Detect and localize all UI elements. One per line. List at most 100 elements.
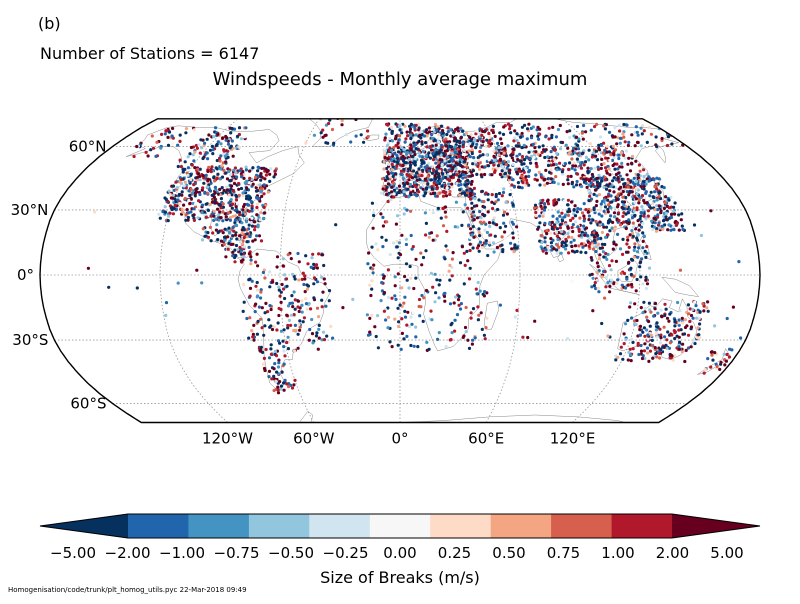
station-marker [264, 301, 268, 305]
station-marker [475, 129, 479, 133]
station-marker [663, 201, 668, 205]
station-marker [180, 190, 184, 194]
station-marker [415, 178, 419, 182]
station-marker [400, 317, 404, 321]
station-marker [655, 321, 659, 325]
station-marker [418, 133, 422, 137]
station-marker [227, 169, 231, 174]
station-marker [405, 130, 409, 134]
station-marker [320, 275, 324, 279]
station-marker [230, 206, 234, 210]
station-marker [661, 227, 665, 231]
station-marker [677, 323, 681, 327]
station-marker [270, 327, 275, 332]
station-marker [472, 192, 477, 196]
station-marker [688, 319, 692, 324]
station-marker [247, 336, 251, 340]
station-marker [656, 213, 660, 217]
station-marker [317, 315, 321, 319]
station-marker [259, 317, 263, 321]
station-marker [320, 298, 324, 302]
station-marker [277, 288, 281, 292]
station-marker [639, 343, 643, 348]
station-marker [158, 216, 162, 220]
station-marker [634, 197, 639, 201]
station-marker [447, 160, 451, 164]
station-marker [641, 124, 645, 128]
station-marker [698, 310, 702, 314]
station-marker [566, 198, 571, 202]
station-marker [648, 324, 652, 328]
station-marker [589, 208, 593, 212]
station-marker [622, 332, 626, 336]
station-marker [472, 218, 476, 222]
station-marker [304, 297, 308, 301]
station-marker [396, 306, 400, 310]
station-marker [463, 160, 467, 164]
station-marker [413, 126, 417, 130]
station-marker [241, 258, 245, 262]
station-marker [407, 178, 411, 182]
station-marker [515, 170, 519, 174]
station-marker [478, 234, 482, 238]
station-marker [570, 235, 574, 240]
station-marker [636, 140, 640, 145]
station-marker [570, 279, 574, 283]
colorbar-tick-label: 0.00 [383, 544, 416, 562]
station-marker [132, 154, 136, 159]
station-marker [470, 179, 474, 184]
station-marker [518, 185, 522, 189]
colorbar-extend-min [40, 514, 128, 538]
station-marker [222, 168, 226, 172]
station-marker [286, 304, 291, 308]
station-marker [512, 250, 516, 254]
station-marker [680, 316, 684, 320]
station-marker [635, 238, 640, 242]
station-marker [531, 125, 535, 129]
station-marker [245, 316, 249, 321]
station-marker [637, 163, 642, 167]
station-marker [612, 281, 616, 285]
station-marker [637, 201, 641, 205]
station-marker [640, 257, 644, 261]
station-marker [277, 313, 281, 318]
station-marker [630, 133, 634, 137]
station-marker [224, 215, 228, 219]
station-marker [444, 215, 448, 219]
station-marker [564, 222, 568, 226]
station-marker [414, 276, 418, 280]
station-marker [709, 365, 713, 369]
lon-label: 120°W [202, 430, 253, 448]
station-marker [390, 345, 394, 349]
station-marker [491, 218, 495, 222]
station-marker [537, 225, 541, 229]
station-count-text: Number of Stations = 6147 [40, 44, 260, 63]
station-marker [423, 181, 427, 185]
station-marker [421, 255, 426, 260]
station-marker [399, 163, 403, 167]
station-marker [406, 187, 410, 191]
station-marker [303, 274, 307, 278]
station-marker [574, 135, 579, 139]
station-marker [206, 208, 210, 212]
station-marker [280, 370, 284, 374]
station-marker [596, 176, 600, 180]
station-marker [261, 217, 266, 221]
station-marker [555, 217, 559, 221]
station-marker [409, 315, 413, 319]
station-marker [305, 287, 309, 291]
station-marker [477, 230, 481, 234]
station-marker [431, 285, 435, 289]
station-marker [436, 160, 441, 164]
station-marker [443, 168, 447, 172]
station-marker [441, 129, 445, 133]
station-marker [266, 190, 270, 194]
station-marker [247, 245, 251, 249]
station-marker [218, 203, 222, 207]
station-marker [249, 255, 253, 259]
station-marker [410, 247, 414, 251]
station-marker [513, 136, 517, 140]
station-marker [444, 344, 448, 349]
station-marker [245, 235, 249, 239]
station-marker [458, 261, 463, 265]
